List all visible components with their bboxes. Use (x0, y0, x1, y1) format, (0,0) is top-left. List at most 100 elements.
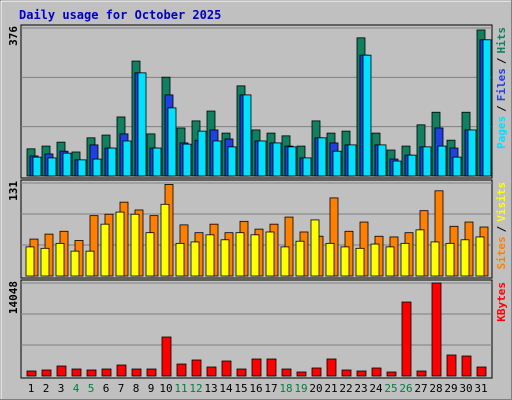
bar (311, 367, 322, 377)
bar (386, 371, 397, 377)
bar (431, 282, 442, 377)
bar (266, 358, 277, 377)
x-tick-label: 15 (234, 382, 247, 395)
bar (280, 246, 290, 277)
bar (385, 246, 395, 277)
bar (25, 246, 35, 277)
bar (460, 239, 470, 277)
bar (475, 236, 485, 277)
bar (461, 355, 472, 377)
bar (400, 242, 410, 277)
x-tick-label: 18 (279, 382, 292, 395)
bar (371, 367, 382, 377)
bar (182, 143, 192, 177)
x-tick-label: 21 (324, 382, 337, 395)
bar (416, 370, 427, 377)
bar (415, 229, 425, 277)
x-tick-label: 25 (384, 382, 397, 395)
x-tick-label: 13 (204, 382, 217, 395)
bar (430, 241, 440, 277)
legend-separator: / (495, 105, 508, 112)
legend-entry: Hits (495, 27, 508, 54)
bar (101, 368, 112, 377)
bar (130, 213, 140, 277)
bar (116, 364, 127, 377)
bar (340, 246, 350, 277)
bar (62, 152, 72, 177)
bar (296, 371, 307, 377)
bar (251, 358, 262, 377)
bar (287, 146, 297, 177)
bar (272, 142, 282, 177)
bar (445, 242, 455, 277)
x-tick-label: 31 (474, 382, 487, 395)
bar (77, 159, 87, 177)
x-tick-label: 22 (339, 382, 352, 395)
bar (265, 231, 275, 277)
bar (71, 368, 82, 377)
x-tick-label: 27 (414, 382, 427, 395)
bar (476, 366, 487, 377)
x-tick-label: 29 (444, 382, 457, 395)
bar (242, 94, 252, 177)
bar (26, 370, 37, 377)
legend: KBytes (495, 282, 508, 322)
bar (310, 219, 320, 277)
legend-entry: Pages (495, 116, 508, 149)
bar (92, 158, 102, 177)
bar (325, 242, 335, 277)
bar (452, 156, 462, 177)
legend: Pages / Files / Hits (495, 27, 508, 149)
bar (197, 130, 207, 177)
bar (190, 241, 200, 277)
bar (161, 336, 172, 377)
bar (145, 232, 155, 277)
bar (70, 250, 80, 277)
bar (370, 243, 380, 277)
x-tick-label: 2 (43, 382, 50, 395)
bar (86, 369, 97, 377)
bar (467, 129, 477, 177)
bar (235, 232, 245, 277)
bar (176, 363, 187, 377)
bar (236, 368, 247, 377)
bar (221, 360, 232, 377)
x-tick-label: 19 (294, 382, 307, 395)
legend-separator: / (495, 225, 508, 232)
x-tick-label: 10 (159, 382, 172, 395)
bar (175, 242, 185, 277)
bar (167, 107, 177, 177)
bar (220, 239, 230, 277)
bar (257, 140, 267, 177)
bar (40, 247, 50, 277)
bar (191, 359, 202, 377)
x-tick-label: 6 (103, 382, 110, 395)
bar (341, 369, 352, 377)
x-tick-label: 26 (399, 382, 412, 395)
bar (347, 144, 357, 177)
bar (356, 370, 367, 377)
bar (131, 368, 142, 377)
legend-entry: KBytes (495, 282, 508, 322)
legend: Sites / Visits (495, 182, 508, 270)
bar (107, 147, 117, 177)
legend-entry: Visits (495, 182, 508, 222)
bar (85, 250, 95, 277)
bar (401, 301, 412, 377)
x-tick-label: 23 (354, 382, 367, 395)
bar (55, 242, 65, 277)
bar (32, 156, 42, 177)
bar (362, 54, 372, 177)
x-tick-label: 14 (219, 382, 233, 395)
x-tick-label: 30 (459, 382, 472, 395)
x-tick-label: 11 (174, 382, 187, 395)
bar (115, 211, 125, 277)
bar (437, 145, 447, 177)
legend-separator: / (495, 57, 508, 64)
x-tick-label: 5 (88, 382, 95, 395)
legend-entry: Files (495, 68, 508, 101)
bar (326, 358, 337, 377)
bar (302, 157, 312, 177)
bar (146, 368, 157, 377)
